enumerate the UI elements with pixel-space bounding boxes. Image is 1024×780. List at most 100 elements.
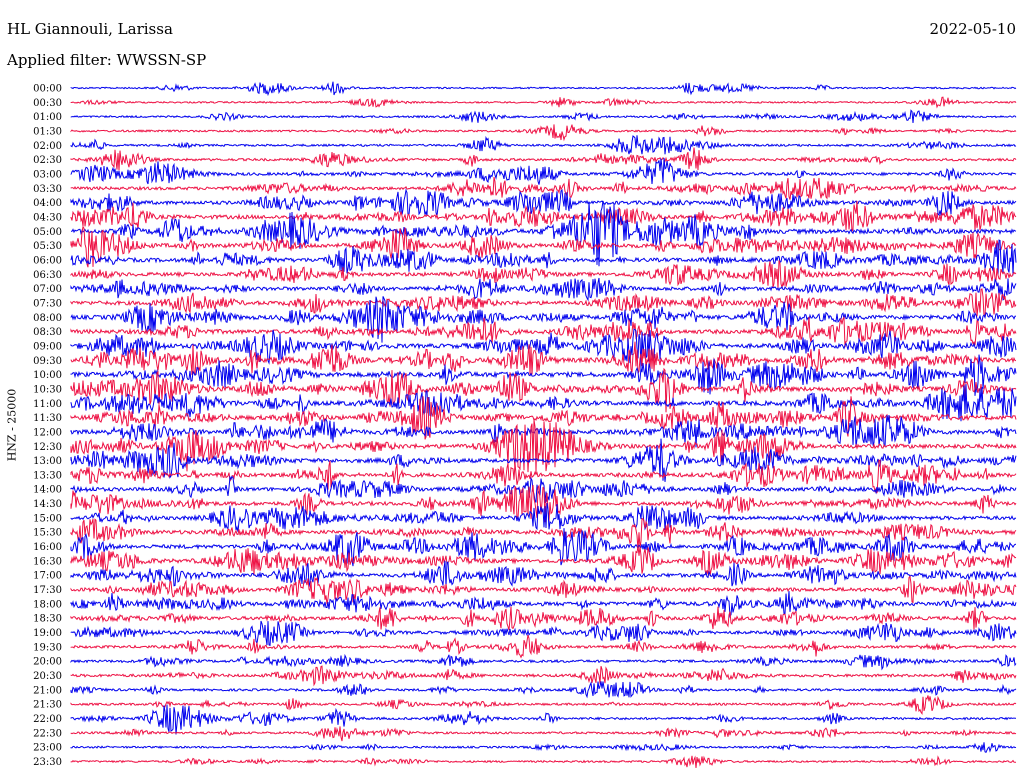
seismic-trace	[70, 546, 1017, 576]
seismic-trace	[70, 606, 1017, 631]
seismic-trace	[70, 726, 1017, 742]
time-label: 23:00	[33, 743, 62, 754]
time-label: 07:30	[33, 298, 62, 309]
time-label: 01:30	[33, 126, 62, 137]
seismic-trace	[70, 109, 1017, 123]
seismic-trace	[70, 635, 1017, 659]
time-label: 03:30	[33, 184, 62, 195]
time-label: 18:00	[33, 599, 62, 610]
time-label: 00:30	[33, 98, 62, 109]
time-label: 21:00	[33, 685, 62, 696]
seismic-trace	[70, 665, 1017, 687]
seismic-trace	[70, 260, 1017, 289]
time-label: 06:30	[33, 270, 62, 281]
seismic-trace	[70, 591, 1017, 618]
filter-label: Applied filter: WWSSN-SP	[7, 51, 207, 69]
seismic-trace	[70, 560, 1017, 588]
time-label: 18:30	[33, 614, 62, 625]
time-label: 20:00	[33, 657, 62, 668]
seismic-trace	[70, 147, 1017, 171]
time-label: 09:30	[33, 356, 62, 367]
time-label: 00:00	[33, 84, 62, 95]
seismic-trace	[70, 396, 1017, 440]
time-label: 09:00	[33, 341, 62, 352]
time-label: 19:30	[33, 642, 62, 653]
time-label: 14:30	[33, 499, 62, 510]
seismic-trace	[70, 200, 1017, 232]
seismic-trace	[70, 354, 1017, 396]
time-label: 15:30	[33, 528, 62, 539]
time-label: 16:00	[33, 542, 62, 553]
time-label: 10:00	[33, 370, 62, 381]
time-label: 08:00	[33, 313, 62, 324]
time-label: 02:30	[33, 155, 62, 166]
time-label: 19:00	[33, 628, 62, 639]
time-label: 17:00	[33, 571, 62, 582]
seismic-trace	[70, 124, 1017, 142]
time-label: 10:30	[33, 384, 62, 395]
time-label: 03:00	[33, 169, 62, 180]
seismic-trace	[70, 575, 1017, 605]
time-label: 12:00	[33, 427, 62, 438]
seismic-trace	[70, 328, 1017, 370]
seismic-trace	[70, 695, 1017, 715]
seismic-trace	[70, 620, 1017, 647]
time-label: 22:30	[33, 728, 62, 739]
time-label: 23:30	[33, 757, 62, 768]
seismic-trace	[70, 438, 1017, 482]
time-label: 11:00	[33, 399, 62, 410]
seismic-trace	[70, 96, 1017, 109]
seismic-trace	[70, 316, 1017, 348]
time-label: 11:30	[33, 413, 62, 424]
time-label: 04:30	[33, 212, 62, 223]
seismic-trace	[70, 502, 1017, 532]
time-label: 20:30	[33, 671, 62, 682]
seismic-trace	[70, 528, 1017, 567]
time-label: 17:30	[33, 585, 62, 596]
seismic-trace	[70, 415, 1017, 448]
seismic-trace	[70, 225, 1017, 268]
time-label: 01:00	[33, 112, 62, 123]
seismic-trace	[70, 742, 1017, 753]
time-label: 14:00	[33, 485, 62, 496]
seismic-trace	[70, 277, 1017, 302]
seismic-trace	[70, 296, 1017, 343]
time-label: 13:00	[33, 456, 62, 467]
seismic-trace	[70, 704, 1017, 735]
time-label: 05:00	[33, 227, 62, 238]
seismic-trace	[70, 653, 1017, 671]
seismic-trace	[70, 517, 1017, 550]
seismic-trace	[70, 459, 1017, 494]
time-label: 21:30	[33, 700, 62, 711]
seismic-trace	[70, 157, 1017, 185]
seismic-trace	[70, 367, 1017, 413]
seismic-trace	[70, 81, 1017, 97]
seismic-trace	[70, 475, 1017, 504]
time-label: 04:00	[33, 198, 62, 209]
seismic-trace	[70, 239, 1017, 276]
time-label: 13:30	[33, 470, 62, 481]
seismic-trace	[70, 681, 1017, 699]
time-label: 16:30	[33, 556, 62, 567]
time-label: 12:30	[33, 442, 62, 453]
seismic-trace	[70, 176, 1017, 200]
time-label: 05:30	[33, 241, 62, 252]
seismic-trace	[70, 384, 1017, 422]
seismic-trace	[70, 755, 1017, 769]
seismic-trace	[70, 135, 1017, 155]
time-label: 06:00	[33, 255, 62, 266]
seismic-trace	[70, 484, 1017, 523]
seismic-trace	[70, 341, 1017, 376]
time-label: 15:00	[33, 513, 62, 524]
seismic-trace	[71, 200, 1017, 267]
seismic-trace	[70, 288, 1017, 318]
seismic-trace	[70, 188, 1017, 217]
seismic-trace	[70, 419, 1017, 473]
time-label: 08:30	[33, 327, 62, 338]
date-label: 2022-05-10	[929, 20, 1016, 38]
station-title: HL Giannouli, Larissa	[7, 20, 173, 38]
time-label: 22:00	[33, 714, 62, 725]
time-label: 02:00	[33, 141, 62, 152]
time-label: 07:00	[33, 284, 62, 295]
